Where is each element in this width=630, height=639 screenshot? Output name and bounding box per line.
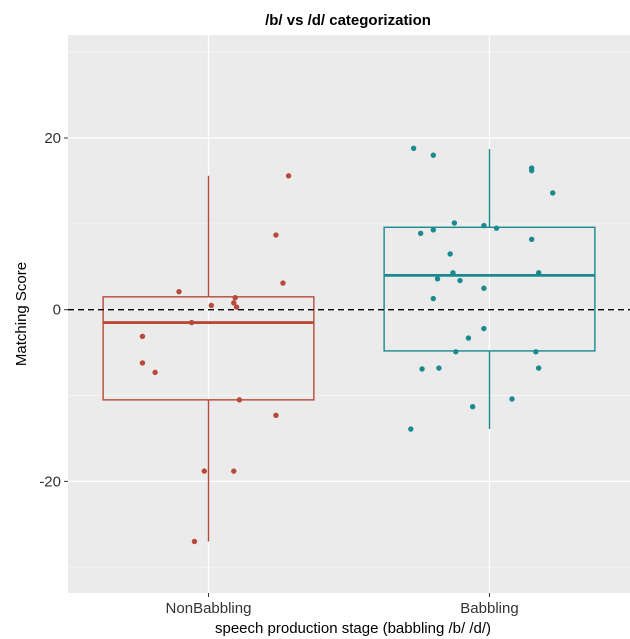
data-point — [528, 167, 535, 174]
data-point — [273, 232, 279, 238]
data-point — [201, 468, 207, 474]
box — [102, 296, 315, 401]
data-point — [451, 220, 458, 226]
data-point — [419, 366, 425, 372]
data-point — [233, 304, 240, 310]
data-point — [408, 426, 414, 432]
data-point — [481, 222, 487, 229]
data-point — [535, 365, 542, 371]
y-axis-title: Matching Score — [13, 262, 30, 366]
data-point — [465, 335, 472, 341]
data-point — [280, 280, 286, 286]
data-point — [236, 397, 243, 403]
data-point — [152, 369, 158, 376]
x-tick-label: NonBabbling — [166, 600, 252, 617]
data-point — [410, 145, 417, 152]
data-point — [231, 300, 237, 306]
data-point — [285, 173, 292, 179]
y-tick-label: 20 — [44, 130, 61, 147]
data-point — [453, 349, 459, 355]
data-point — [469, 404, 476, 410]
data-point — [430, 295, 436, 302]
box — [383, 226, 596, 352]
data-point — [273, 412, 279, 418]
boxplots — [102, 149, 596, 542]
data-point — [436, 365, 442, 371]
plot-panel — [68, 35, 630, 593]
data-point — [191, 538, 198, 545]
data-point — [535, 270, 542, 276]
data-point — [232, 294, 238, 301]
y-tick-label: 0 — [53, 302, 61, 319]
data-point — [434, 276, 441, 282]
data-point — [139, 333, 146, 340]
data-point — [176, 288, 182, 295]
data-point — [231, 468, 237, 474]
data-point — [457, 277, 463, 284]
x-tick-label: Babbling — [460, 600, 518, 617]
data-point — [188, 319, 195, 326]
data-point — [509, 396, 515, 402]
data-point — [417, 230, 424, 237]
data-point — [208, 302, 215, 309]
data-point — [481, 325, 487, 332]
chart-title: /b/ vs /d/ categorization — [265, 12, 431, 29]
data-point — [447, 251, 453, 257]
data-points — [139, 145, 556, 545]
axis-ticks: -20 0 20 NonBabbling Babbling — [39, 130, 518, 617]
data-point — [550, 190, 556, 196]
data-point — [430, 152, 436, 158]
x-axis-title: speech production stage (babbling /b/ /d… — [215, 620, 491, 637]
data-point — [430, 227, 436, 233]
data-point — [493, 225, 500, 231]
data-point — [528, 236, 535, 243]
data-point — [533, 349, 539, 355]
data-point — [450, 270, 456, 276]
data-point — [481, 285, 487, 291]
data-point — [139, 360, 146, 366]
y-tick-label: -20 — [39, 473, 61, 490]
